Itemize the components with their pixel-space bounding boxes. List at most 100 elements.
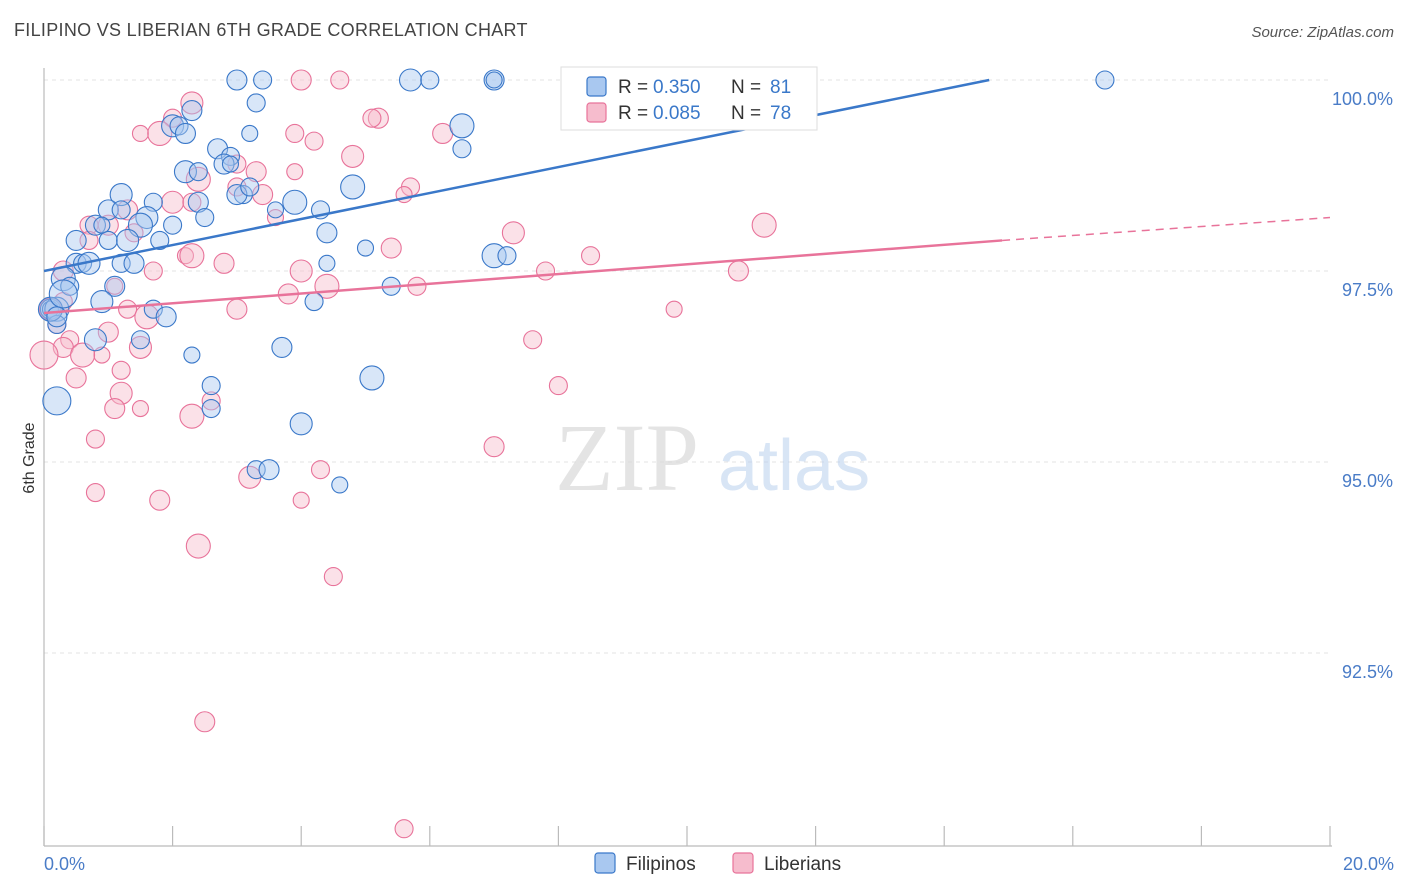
data-point bbox=[93, 216, 111, 234]
data-point bbox=[104, 397, 126, 420]
data-point bbox=[161, 114, 185, 138]
data-point bbox=[143, 261, 163, 281]
data-point bbox=[118, 299, 138, 319]
data-point bbox=[246, 93, 266, 113]
legend-swatch-filipinos bbox=[586, 76, 607, 97]
data-point bbox=[116, 228, 140, 252]
bottom-legend-swatch-liberians bbox=[732, 852, 754, 874]
data-point bbox=[240, 177, 260, 197]
data-point bbox=[150, 230, 170, 250]
data-point bbox=[548, 376, 568, 396]
y-tick-labels: 92.5% 95.0% 97.5% 100.0% bbox=[1332, 89, 1393, 682]
data-point bbox=[318, 254, 336, 272]
legend-r-label-filipinos: R = bbox=[618, 77, 648, 98]
data-point bbox=[226, 184, 248, 206]
data-point bbox=[29, 340, 59, 370]
data-point bbox=[271, 336, 293, 358]
data-point bbox=[226, 69, 248, 91]
bottom-legend-filipinos: Filipinos bbox=[626, 854, 696, 875]
y-axis-label: 6th Grade bbox=[21, 422, 38, 493]
data-point bbox=[452, 139, 472, 159]
watermark-zip: ZIP bbox=[555, 404, 699, 511]
data-point bbox=[104, 275, 126, 297]
y-tick-label: 100.0% bbox=[1332, 89, 1393, 109]
data-point bbox=[213, 252, 235, 274]
y-tick-label: 92.5% bbox=[1342, 662, 1393, 682]
watermark-atlas: atlas bbox=[718, 426, 870, 506]
data-point bbox=[310, 460, 331, 480]
data-point bbox=[194, 711, 216, 733]
data-point bbox=[359, 365, 385, 391]
data-point bbox=[44, 296, 70, 322]
data-point bbox=[183, 346, 201, 364]
data-point bbox=[48, 279, 78, 309]
data-point bbox=[341, 144, 365, 168]
data-point bbox=[163, 215, 183, 235]
data-point bbox=[185, 533, 211, 559]
data-point bbox=[131, 399, 149, 418]
data-point bbox=[97, 321, 119, 343]
data-point bbox=[174, 122, 197, 145]
chart-title: FILIPINO VS LIBERIAN 6TH GRADE CORRELATI… bbox=[14, 20, 528, 40]
legend-n-value-liberians: 78 bbox=[770, 103, 791, 124]
stats-legend: R = 0.350 N = 81 R = 0.085 N = 78 bbox=[560, 66, 818, 131]
data-point bbox=[161, 190, 185, 214]
y-tick-label: 95.0% bbox=[1342, 471, 1393, 491]
data-point bbox=[123, 252, 145, 274]
data-point bbox=[117, 199, 139, 221]
watermark: ZIP atlas bbox=[555, 404, 870, 511]
data-point bbox=[362, 108, 382, 128]
data-point bbox=[241, 124, 259, 143]
data-point bbox=[501, 221, 525, 245]
data-point bbox=[258, 459, 280, 481]
data-point bbox=[286, 163, 304, 181]
data-point bbox=[340, 174, 366, 200]
data-point bbox=[42, 386, 72, 416]
trend-lines bbox=[43, 78, 1331, 315]
data-point bbox=[290, 69, 312, 91]
data-point bbox=[245, 161, 267, 183]
x-tick-label-min: 0.0% bbox=[44, 854, 85, 874]
data-point bbox=[323, 567, 343, 587]
data-point bbox=[179, 243, 205, 269]
data-point bbox=[155, 306, 177, 328]
data-point bbox=[84, 214, 106, 236]
data-point bbox=[180, 91, 204, 115]
data-point bbox=[497, 246, 517, 266]
data-point bbox=[195, 207, 215, 228]
data-point bbox=[316, 222, 338, 244]
data-point bbox=[282, 189, 308, 215]
data-point bbox=[1095, 70, 1115, 90]
data-point bbox=[213, 153, 235, 175]
data-point bbox=[535, 261, 556, 281]
legend-swatch-liberians bbox=[586, 102, 607, 123]
data-point bbox=[85, 429, 105, 449]
data-point bbox=[111, 200, 131, 220]
data-point bbox=[367, 107, 389, 129]
filipinos-points bbox=[37, 67, 1115, 494]
data-point bbox=[46, 306, 68, 328]
data-point bbox=[187, 191, 209, 213]
data-point bbox=[47, 314, 67, 335]
data-point bbox=[233, 185, 253, 205]
y-tick-label: 97.5% bbox=[1342, 280, 1393, 300]
data-point bbox=[226, 298, 248, 320]
data-point bbox=[485, 71, 503, 89]
data-point bbox=[420, 70, 440, 90]
data-point bbox=[331, 476, 349, 494]
legend-n-label-liberians: N = bbox=[731, 103, 761, 124]
data-point bbox=[523, 330, 543, 350]
source-label: Source: ZipAtlas.com bbox=[1251, 24, 1394, 41]
data-point bbox=[176, 247, 195, 265]
data-point bbox=[289, 412, 313, 436]
data-point bbox=[483, 69, 505, 91]
data-point bbox=[266, 201, 285, 219]
data-point bbox=[398, 68, 423, 92]
data-point bbox=[221, 155, 240, 173]
data-point bbox=[147, 120, 173, 147]
data-point bbox=[356, 239, 375, 257]
data-point bbox=[304, 292, 324, 312]
data-point bbox=[109, 183, 133, 207]
data-point bbox=[85, 483, 105, 503]
data-point bbox=[330, 70, 350, 90]
